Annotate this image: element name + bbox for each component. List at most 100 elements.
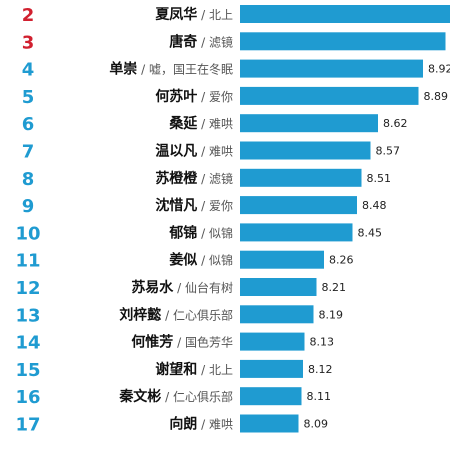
score-label: 8.89 (424, 90, 449, 103)
score-bar (240, 278, 317, 296)
score-bar (240, 32, 446, 51)
rank-number: 5 (22, 87, 35, 108)
drama-title: 难哄 (209, 418, 233, 432)
drama-title: 滤镜 (209, 34, 233, 49)
rank-number: 8 (22, 169, 35, 190)
score-bar (240, 414, 299, 433)
row-label: 向朗 / 难哄 (169, 416, 233, 433)
rank-number: 14 (15, 333, 40, 354)
character-name: 温以凡 (155, 144, 197, 160)
score-label: 8.51 (367, 172, 392, 185)
row-label: 郁锦 / 似锦 (168, 224, 233, 241)
score-bar (240, 250, 324, 269)
score-bar (240, 387, 302, 406)
score-label: 8.21 (322, 281, 347, 294)
rank-number: 16 (15, 387, 40, 408)
rank-number: 3 (22, 32, 35, 53)
rank-number: 15 (15, 360, 40, 381)
rank-number: 17 (15, 415, 40, 436)
score-bar (240, 86, 419, 105)
score-bar (240, 223, 353, 242)
score-label: 8.57 (376, 145, 401, 158)
score-bar (240, 114, 378, 133)
rank-number: 10 (15, 223, 40, 244)
drama-title: 爱你 (209, 199, 233, 213)
separator: / (173, 336, 185, 350)
separator: / (137, 63, 149, 77)
drama-title: 北上 (209, 8, 233, 22)
character-name: 何惟芳 (131, 334, 173, 351)
drama-title: 似锦 (209, 254, 233, 268)
score-bar (240, 305, 314, 324)
drama-title: 北上 (209, 363, 233, 377)
score-label: 8.11 (307, 390, 332, 403)
rank-number: 12 (15, 278, 40, 299)
score-bar (240, 359, 303, 378)
character-name: 郁锦 (168, 224, 197, 241)
drama-title: 似锦 (209, 226, 233, 240)
score-label: 8.12 (308, 363, 333, 376)
drama-title: 滤镜 (209, 171, 233, 186)
character-name: 沈惜凡 (155, 197, 197, 214)
score-bar (240, 141, 371, 160)
drama-title: 嘘，国王在冬眠 (149, 62, 233, 77)
score-bar (240, 5, 450, 23)
row-label: 何惟芳 / 国色芳华 (131, 334, 233, 351)
row-label: 桑延 / 难哄 (169, 115, 233, 132)
character-name: 姜似 (169, 252, 197, 269)
separator: / (197, 145, 209, 159)
character-name: 谢望和 (155, 361, 197, 378)
character-name: 苏易水 (131, 279, 174, 296)
separator: / (197, 254, 209, 268)
character-name: 唐奇 (169, 33, 197, 50)
separator: / (197, 199, 209, 213)
character-name: 夏凤华 (155, 6, 197, 23)
row-label: 苏橙橙 / 滤镜 (155, 170, 233, 187)
drama-title: 仁心俱乐部 (173, 389, 233, 404)
rank-number: 9 (22, 196, 35, 217)
row-label: 秦文彬 / 仁心俱乐部 (118, 388, 233, 405)
separator: / (161, 390, 173, 404)
separator: / (197, 8, 209, 22)
character-name: 单崇 (109, 61, 137, 78)
score-label: 8.45 (358, 226, 383, 239)
character-name: 向朗 (169, 416, 197, 433)
score-bar (240, 196, 357, 215)
row-label: 刘梓懿 / 仁心俱乐部 (119, 306, 233, 323)
rank-number: 6 (22, 114, 35, 135)
score-label: 8.92 (428, 63, 450, 76)
drama-title: 国色芳华 (185, 336, 233, 350)
separator: / (173, 281, 185, 295)
row-label: 单崇 / 嘘，国王在冬眠 (109, 61, 233, 78)
rank-number: 7 (22, 142, 35, 163)
row-label: 温以凡 / 难哄 (155, 144, 233, 160)
score-label: 8.62 (383, 117, 408, 130)
score-bar (240, 168, 362, 187)
separator: / (197, 90, 209, 104)
score-label: 8.19 (319, 308, 344, 321)
row-label: 姜似 / 似锦 (169, 252, 233, 269)
separator: / (197, 226, 209, 240)
drama-title: 爱你 (209, 90, 233, 104)
row-label: 唐奇 / 滤镜 (169, 33, 233, 50)
separator: / (197, 363, 209, 377)
rank-number: 4 (22, 60, 35, 81)
character-name: 何苏叶 (155, 88, 197, 105)
character-name: 苏橙橙 (155, 170, 198, 187)
drama-title: 仙台有树 (185, 280, 233, 295)
character-name: 刘梓懿 (119, 306, 161, 323)
rank-number: 11 (15, 251, 40, 272)
row-label: 夏凤华 / 北上 (155, 6, 233, 23)
row-label: 何苏叶 / 爱你 (155, 88, 233, 105)
rank-number: 2 (22, 5, 35, 26)
score-bar (240, 59, 423, 78)
separator: / (197, 35, 209, 49)
separator: / (197, 418, 209, 432)
rank-number: 13 (15, 305, 40, 326)
drama-title: 难哄 (209, 145, 233, 159)
drama-title: 仁心俱乐部 (173, 307, 233, 322)
character-name: 秦文彬 (118, 388, 161, 405)
score-bar (240, 332, 305, 351)
drama-title: 难哄 (209, 117, 233, 131)
